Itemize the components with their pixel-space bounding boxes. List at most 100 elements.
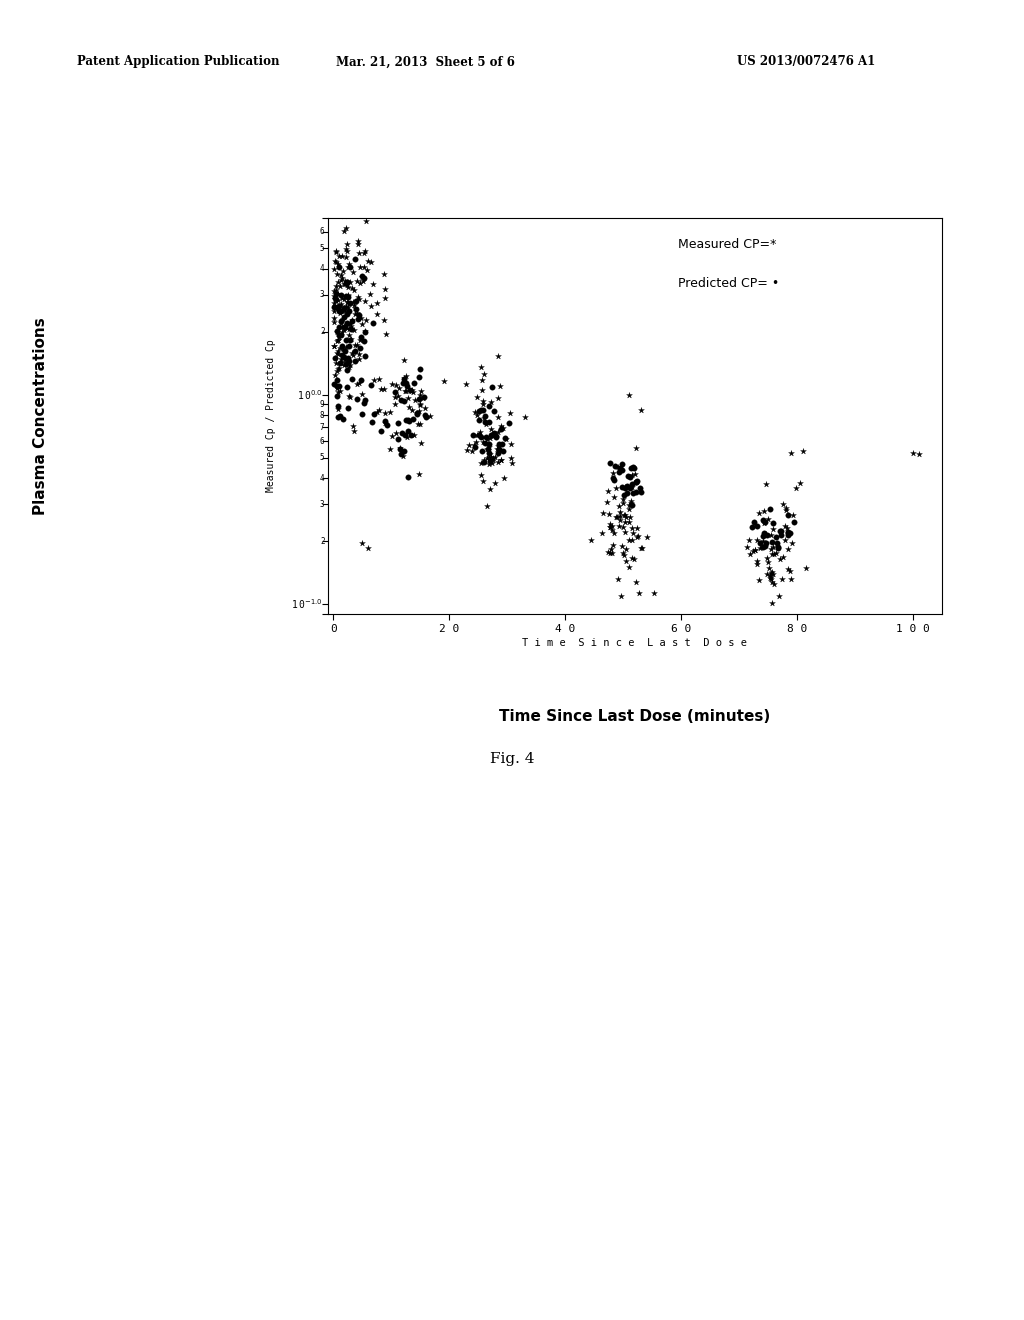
- Point: [492, 376, 508, 397]
- Point: [411, 401, 427, 422]
- Point: [336, 341, 352, 362]
- Point: [384, 425, 400, 446]
- Point: [326, 301, 342, 322]
- Point: [783, 442, 800, 463]
- Point: [748, 515, 764, 536]
- Point: [504, 451, 520, 473]
- Point: [780, 539, 797, 560]
- Point: [782, 561, 799, 582]
- Point: [357, 210, 374, 231]
- Point: [778, 500, 795, 521]
- Point: [777, 516, 794, 537]
- Point: [328, 352, 344, 374]
- Text: 9: 9: [319, 400, 325, 409]
- Point: [332, 405, 348, 426]
- Point: [327, 288, 343, 309]
- Point: [410, 413, 426, 434]
- Point: [340, 351, 356, 372]
- Point: [341, 253, 357, 275]
- Point: [769, 537, 785, 558]
- Point: [356, 321, 373, 342]
- Point: [606, 470, 623, 491]
- Point: [350, 286, 367, 308]
- Point: [326, 312, 342, 333]
- Point: [340, 350, 356, 371]
- Point: [353, 370, 370, 391]
- Point: [480, 446, 497, 467]
- Point: [621, 499, 637, 520]
- Point: [621, 529, 637, 550]
- Point: [340, 397, 356, 418]
- Point: [340, 257, 356, 279]
- Point: [599, 541, 615, 562]
- Point: [484, 447, 501, 469]
- Point: [397, 380, 414, 401]
- Point: [356, 346, 373, 367]
- Point: [777, 529, 794, 550]
- Point: [340, 347, 356, 368]
- Point: [338, 296, 354, 317]
- Point: [480, 454, 497, 475]
- Point: [749, 516, 765, 537]
- Point: [458, 374, 474, 395]
- Point: [328, 289, 344, 310]
- Point: [612, 502, 629, 523]
- Point: [328, 290, 344, 312]
- Point: [475, 432, 492, 453]
- Point: [474, 379, 490, 400]
- Point: [599, 491, 615, 512]
- Point: [484, 424, 501, 445]
- Text: 4: 4: [319, 474, 325, 483]
- Point: [336, 220, 352, 242]
- Point: [355, 256, 372, 277]
- Text: 3: 3: [319, 500, 325, 508]
- Point: [749, 553, 765, 574]
- Point: [347, 298, 364, 319]
- Point: [784, 532, 801, 553]
- Point: [494, 433, 510, 454]
- Point: [340, 286, 356, 308]
- Point: [412, 384, 428, 405]
- Point: [352, 273, 369, 294]
- Point: [326, 308, 342, 329]
- Point: [479, 496, 496, 517]
- Point: [336, 319, 352, 341]
- Point: [751, 569, 767, 590]
- Point: [329, 375, 345, 396]
- Point: [473, 356, 489, 378]
- Point: [395, 441, 412, 462]
- Point: [756, 500, 772, 521]
- Point: [376, 379, 392, 400]
- Point: [331, 399, 347, 420]
- Point: [634, 537, 650, 558]
- Point: [624, 517, 640, 539]
- Point: [618, 550, 635, 572]
- Point: [757, 511, 773, 532]
- Point: [639, 527, 655, 548]
- Point: [485, 422, 502, 444]
- Point: [331, 296, 347, 317]
- Point: [467, 436, 483, 457]
- Point: [353, 190, 370, 211]
- Point: [350, 343, 367, 364]
- Point: [604, 543, 621, 564]
- Point: [330, 289, 346, 310]
- Point: [480, 437, 497, 458]
- Point: [333, 285, 349, 306]
- Point: [371, 368, 387, 389]
- Point: [341, 335, 357, 356]
- Point: [792, 473, 808, 494]
- Text: Measured CP=*: Measured CP=*: [678, 238, 776, 251]
- Point: [338, 247, 354, 268]
- Point: [330, 284, 346, 305]
- Point: [614, 477, 631, 498]
- Point: [346, 279, 362, 300]
- Point: [490, 346, 507, 367]
- Point: [336, 317, 352, 338]
- Text: Fig. 4: Fig. 4: [489, 752, 535, 767]
- Point: [769, 532, 785, 553]
- Point: [331, 325, 347, 346]
- Point: [488, 426, 505, 447]
- Point: [618, 475, 635, 496]
- Point: [332, 302, 348, 323]
